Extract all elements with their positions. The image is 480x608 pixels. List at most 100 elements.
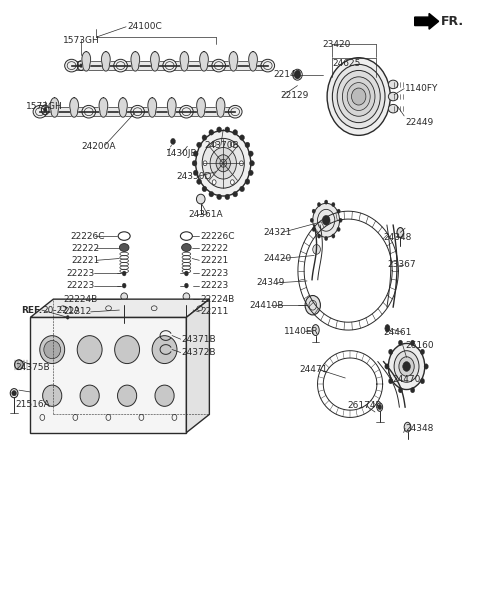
- Text: 22221: 22221: [72, 256, 100, 265]
- Ellipse shape: [342, 77, 375, 116]
- Circle shape: [323, 215, 330, 225]
- Polygon shape: [200, 52, 208, 71]
- Ellipse shape: [202, 186, 207, 192]
- Ellipse shape: [240, 161, 243, 166]
- Text: 24371B: 24371B: [181, 334, 216, 344]
- Ellipse shape: [388, 105, 398, 113]
- Ellipse shape: [115, 336, 140, 364]
- Ellipse shape: [249, 170, 253, 176]
- Circle shape: [184, 271, 188, 276]
- Ellipse shape: [163, 60, 177, 72]
- Text: 22226C: 22226C: [201, 232, 235, 241]
- Text: 1140ER: 1140ER: [284, 326, 319, 336]
- Ellipse shape: [351, 88, 366, 105]
- Circle shape: [170, 139, 175, 145]
- Ellipse shape: [192, 161, 197, 166]
- Ellipse shape: [82, 105, 96, 118]
- Text: FR.: FR.: [441, 15, 464, 28]
- Polygon shape: [72, 61, 268, 70]
- Ellipse shape: [179, 320, 193, 326]
- Ellipse shape: [40, 336, 65, 364]
- Ellipse shape: [225, 194, 230, 199]
- Text: REF.: REF.: [21, 306, 42, 314]
- Text: 24420: 24420: [263, 254, 291, 263]
- Ellipse shape: [261, 60, 275, 72]
- Ellipse shape: [212, 142, 216, 147]
- Text: 1573GH: 1573GH: [25, 102, 62, 111]
- Ellipse shape: [249, 151, 253, 156]
- Ellipse shape: [388, 80, 398, 89]
- Text: 24348: 24348: [384, 233, 412, 242]
- Text: 24348: 24348: [405, 424, 433, 433]
- Polygon shape: [30, 299, 209, 317]
- Ellipse shape: [152, 336, 177, 364]
- Ellipse shape: [216, 155, 230, 171]
- Ellipse shape: [317, 202, 321, 207]
- Ellipse shape: [210, 148, 237, 179]
- Ellipse shape: [324, 237, 328, 241]
- Ellipse shape: [228, 105, 242, 118]
- Ellipse shape: [420, 378, 425, 384]
- Text: 24361A: 24361A: [188, 210, 223, 219]
- Text: 22223: 22223: [67, 282, 95, 290]
- Ellipse shape: [181, 244, 191, 252]
- Polygon shape: [249, 52, 257, 71]
- Ellipse shape: [388, 92, 398, 101]
- Circle shape: [394, 351, 419, 382]
- Ellipse shape: [420, 349, 425, 354]
- Ellipse shape: [312, 209, 315, 213]
- Text: 23367: 23367: [387, 260, 416, 269]
- Ellipse shape: [233, 130, 238, 135]
- Ellipse shape: [212, 180, 216, 185]
- Polygon shape: [180, 52, 189, 71]
- Text: 24625: 24625: [332, 60, 360, 68]
- Text: 22223: 22223: [201, 282, 229, 290]
- Text: 24350D: 24350D: [177, 172, 212, 181]
- Text: 24349: 24349: [257, 278, 285, 287]
- Text: 24321: 24321: [263, 228, 291, 237]
- Ellipse shape: [131, 105, 144, 118]
- Text: 22223: 22223: [201, 269, 229, 278]
- Circle shape: [122, 283, 126, 288]
- Text: 22222: 22222: [72, 244, 100, 253]
- Polygon shape: [102, 52, 110, 71]
- Text: 24461: 24461: [384, 328, 412, 337]
- Circle shape: [388, 344, 425, 390]
- Polygon shape: [197, 98, 205, 117]
- Text: 24370B: 24370B: [204, 140, 239, 150]
- Ellipse shape: [118, 385, 137, 406]
- Ellipse shape: [202, 139, 244, 188]
- Ellipse shape: [388, 378, 393, 384]
- Ellipse shape: [240, 135, 244, 140]
- Ellipse shape: [337, 71, 380, 123]
- Ellipse shape: [117, 320, 132, 326]
- Ellipse shape: [14, 360, 23, 370]
- Ellipse shape: [424, 364, 428, 369]
- Ellipse shape: [385, 364, 389, 369]
- Ellipse shape: [220, 159, 227, 167]
- Text: 22223: 22223: [67, 269, 95, 278]
- Text: 26160: 26160: [405, 340, 434, 350]
- Circle shape: [399, 357, 414, 376]
- Ellipse shape: [312, 325, 319, 336]
- Polygon shape: [119, 98, 127, 117]
- Circle shape: [313, 203, 339, 237]
- Ellipse shape: [65, 60, 78, 72]
- Ellipse shape: [121, 293, 128, 300]
- Ellipse shape: [197, 142, 202, 148]
- Ellipse shape: [388, 349, 393, 354]
- Text: 22211: 22211: [201, 308, 229, 316]
- Text: 21516A: 21516A: [15, 399, 50, 409]
- Ellipse shape: [404, 423, 411, 432]
- Ellipse shape: [196, 194, 205, 204]
- Ellipse shape: [212, 60, 226, 72]
- Ellipse shape: [332, 64, 385, 129]
- Polygon shape: [82, 52, 91, 71]
- Ellipse shape: [12, 390, 16, 396]
- Ellipse shape: [317, 234, 321, 238]
- Ellipse shape: [233, 192, 238, 197]
- Circle shape: [122, 271, 126, 276]
- Ellipse shape: [80, 385, 99, 406]
- Ellipse shape: [398, 387, 403, 393]
- Text: 1140FY: 1140FY: [405, 83, 439, 92]
